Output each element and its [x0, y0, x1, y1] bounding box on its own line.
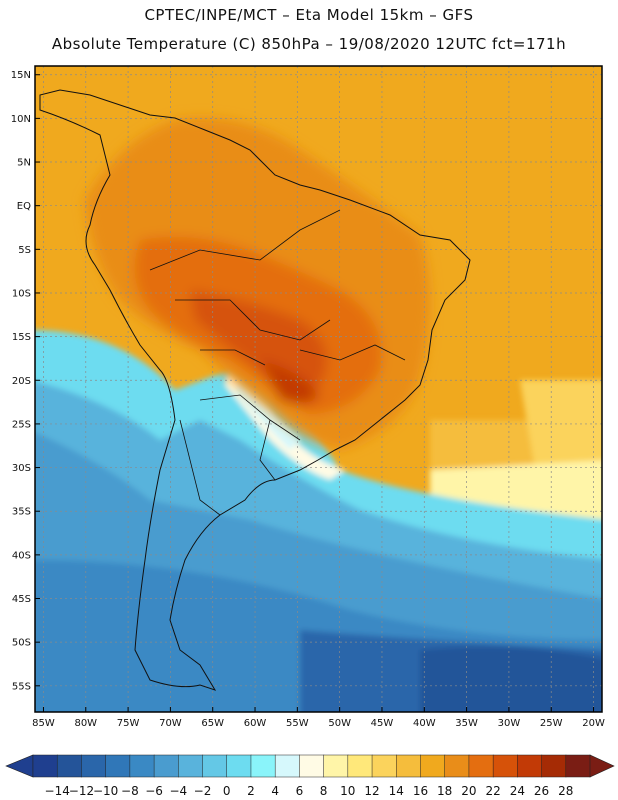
- colorbar-max-arrow: [589, 754, 615, 778]
- colorbar-min-arrow: [5, 754, 34, 778]
- colorbar-swatch: [517, 754, 543, 778]
- country-borders: [149, 209, 406, 516]
- map-title: CPTEC/INPE/MCT – Eta Model 15km – GFS: [144, 6, 474, 24]
- colorbar-tick-label: 18: [437, 784, 452, 798]
- colorbar-tick-label: 24: [510, 784, 525, 798]
- colorbar-swatch: [396, 754, 422, 778]
- lat-tick-label: 5S: [18, 245, 31, 256]
- coastlines: [39, 89, 471, 691]
- lat-tick-label: EQ: [17, 201, 31, 212]
- lat-tick-label: 40S: [12, 550, 31, 561]
- colorbar-swatch: [565, 754, 591, 778]
- colorbar-swatch: [105, 754, 131, 778]
- lon-tick-label: 50W: [328, 718, 351, 729]
- colorbar-swatch: [153, 754, 179, 778]
- latitude-axis: 15N 10N 5N EQ 5S 10S 15S 20S 25S 30S 35S 40S 45S 50S 5…: [11, 70, 40, 692]
- temperature-field: [35, 66, 602, 712]
- lon-tick-label: 85W: [32, 718, 55, 729]
- colorbar-tick-label: −14: [45, 784, 70, 798]
- lon-tick-label: 60W: [244, 718, 267, 729]
- colorbar-swatch: [541, 754, 567, 778]
- colorbar-tick-label: 0: [223, 784, 231, 798]
- colorbar-tick-label: −10: [93, 784, 118, 798]
- lat-tick-label: 30S: [12, 463, 31, 474]
- lon-tick-label: 70W: [159, 718, 182, 729]
- lat-tick-label: 45S: [12, 594, 31, 605]
- lat-tick-label: 10S: [12, 288, 31, 299]
- colorbar-swatch: [347, 754, 373, 778]
- colorbar-swatch: [371, 754, 397, 778]
- colorbar-swatch: [492, 754, 518, 778]
- map-frame: [34, 65, 603, 713]
- colorbar-swatch: [299, 754, 325, 778]
- colorbar-tick-label: 6: [296, 784, 304, 798]
- lat-tick-label: 5N: [17, 158, 31, 169]
- colorbar-swatch: [56, 754, 82, 778]
- lat-tick-label: 20S: [12, 376, 31, 387]
- lon-tick-label: 30W: [498, 718, 521, 729]
- lon-tick-label: 45W: [371, 718, 394, 729]
- lat-tick-label: 25S: [12, 419, 31, 430]
- colorbar-tick-label: −2: [194, 784, 212, 798]
- lon-tick-label: 75W: [117, 718, 140, 729]
- lat-tick-label: 50S: [12, 638, 31, 649]
- lat-tick-label: 35S: [12, 507, 31, 518]
- lon-tick-label: 40W: [413, 718, 436, 729]
- colorbar-tick-label: 16: [413, 784, 428, 798]
- colorbar-tick-label: 8: [320, 784, 328, 798]
- colorbar-tick-label: −4: [169, 784, 187, 798]
- lon-tick-label: 25W: [540, 718, 563, 729]
- colorbar-swatch: [274, 754, 300, 778]
- colorbar-swatch: [81, 754, 107, 778]
- colorbar-tick-label: −12: [69, 784, 94, 798]
- lat-tick-label: 15N: [11, 70, 31, 81]
- colorbar-swatch: [226, 754, 252, 778]
- colorbar-tick-label: 12: [364, 784, 379, 798]
- colorbar-tick-label: 28: [558, 784, 573, 798]
- longitude-axis: 85W 80W 75W 70W 65W 60W 55W 50W 45W 40W 35W 30W 25W 2…: [32, 707, 605, 729]
- lon-tick-label: 35W: [455, 718, 478, 729]
- colorbar-swatch: [420, 754, 446, 778]
- colorbar-swatch: [178, 754, 204, 778]
- colorbar: [5, 754, 615, 778]
- colorbar-tick-label: 26: [534, 784, 549, 798]
- colorbar-tick-label: −6: [145, 784, 163, 798]
- colorbar-tick-label: 10: [340, 784, 355, 798]
- colorbar-swatch: [323, 754, 349, 778]
- lon-tick-label: 55W: [286, 718, 309, 729]
- colorbar-labels: −14−12−10 −8 −6 −4 −2 0 2 4 6 8 10 12 14 16 18 20 22 24 26…: [45, 784, 574, 798]
- map-subtitle: Absolute Temperature (C) 850hPa – 19/08/…: [51, 35, 567, 53]
- colorbar-tick-label: 4: [271, 784, 279, 798]
- colorbar-tick-label: 22: [485, 784, 500, 798]
- colorbar-swatch: [468, 754, 494, 778]
- lat-tick-label: 15S: [12, 332, 31, 343]
- colorbar-tick-label: −8: [121, 784, 139, 798]
- colorbar-swatch: [250, 754, 276, 778]
- colorbar-tick-label: 14: [389, 784, 404, 798]
- colorbar-swatch: [444, 754, 470, 778]
- colorbar-tick-label: 20: [461, 784, 476, 798]
- lon-tick-label: 65W: [201, 718, 224, 729]
- colorbar-tick-label: 2: [247, 784, 255, 798]
- lat-tick-label: 55S: [12, 681, 31, 692]
- colorbar-swatch: [129, 754, 155, 778]
- lat-tick-label: 10N: [11, 114, 31, 125]
- colorbar-swatch: [32, 754, 58, 778]
- colorbar-swatch: [202, 754, 228, 778]
- lon-tick-label: 20W: [582, 718, 605, 729]
- lon-tick-label: 80W: [74, 718, 97, 729]
